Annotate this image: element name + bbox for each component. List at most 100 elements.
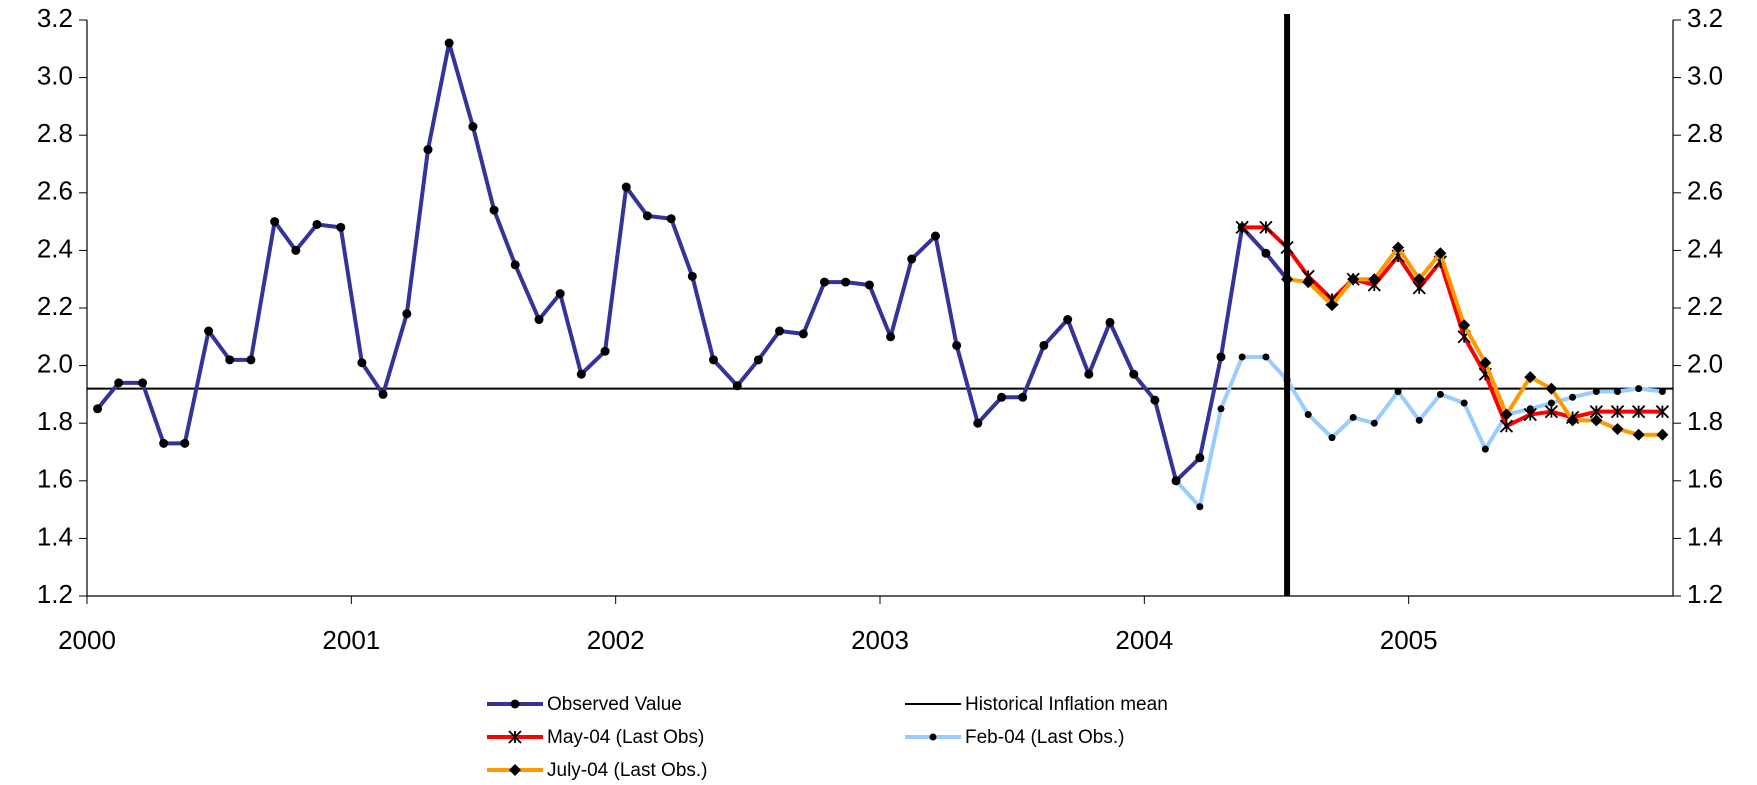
point — [973, 418, 983, 428]
point — [1217, 405, 1225, 413]
point — [819, 277, 829, 287]
point — [312, 219, 322, 229]
y-tick-label: 3.0 — [37, 60, 73, 90]
y-tick-label: 1.2 — [37, 579, 73, 609]
point — [1063, 315, 1073, 325]
point — [1632, 405, 1646, 419]
point — [510, 260, 520, 270]
x-tick-label: 2003 — [851, 625, 909, 655]
legend-label: Observed Value — [547, 694, 682, 715]
point — [1349, 413, 1357, 421]
point — [468, 122, 478, 132]
point — [1415, 416, 1423, 424]
point — [1394, 388, 1402, 396]
point — [775, 326, 785, 336]
point — [1566, 414, 1579, 427]
point — [1392, 241, 1405, 254]
point — [1238, 353, 1246, 361]
point — [864, 280, 874, 290]
y-tick-label: 2.4 — [37, 233, 73, 263]
x-tick-label: 2002 — [587, 625, 645, 655]
point — [997, 392, 1007, 402]
point — [1523, 407, 1537, 422]
point — [642, 211, 652, 221]
point — [93, 404, 103, 414]
point — [1084, 369, 1094, 379]
point — [1500, 408, 1513, 421]
point — [886, 332, 896, 342]
y-tick-label: 1.4 — [37, 521, 73, 551]
legend-label: July-04 (Last Obs.) — [547, 760, 708, 781]
y2-tick-label: 2.4 — [1687, 233, 1723, 263]
point — [1590, 414, 1603, 427]
point — [1524, 371, 1537, 384]
y2-tick-label: 1.6 — [1687, 464, 1723, 494]
legend: Observed Value Historical Inflation mean M… — [487, 694, 1168, 781]
point — [1302, 276, 1315, 289]
series-line — [1174, 354, 1663, 509]
point — [291, 245, 301, 255]
y2-tick-label: 2.8 — [1687, 118, 1723, 148]
point — [159, 438, 169, 448]
point — [952, 340, 962, 350]
point — [1436, 390, 1444, 398]
point — [687, 271, 697, 281]
y-tick-label: 2.8 — [37, 118, 73, 148]
point — [1326, 299, 1339, 312]
y-tick-label: 2.6 — [37, 176, 73, 206]
point — [1105, 317, 1115, 327]
point — [534, 315, 544, 325]
point — [489, 205, 499, 215]
y2-tick-label: 3.0 — [1687, 60, 1723, 90]
y2-tick-label: 1.8 — [1687, 406, 1723, 436]
x-tick-label: 2005 — [1380, 625, 1438, 655]
legend-label: May-04 (Last Obs) — [547, 727, 704, 748]
point — [246, 355, 256, 365]
point — [1613, 388, 1621, 396]
y2-tick-label: 1.4 — [1687, 521, 1723, 551]
point — [357, 358, 367, 368]
point — [1544, 405, 1559, 419]
legend-marker — [510, 699, 520, 709]
x-tick-label: 2000 — [58, 625, 116, 655]
point — [378, 389, 388, 399]
point — [555, 289, 565, 299]
point — [1460, 399, 1468, 407]
x-tick-label: 2001 — [322, 625, 380, 655]
point — [1611, 422, 1624, 435]
series-line — [1286, 245, 1663, 437]
y-tick-label: 2.0 — [37, 348, 73, 378]
y-tick-label: 2.2 — [37, 291, 73, 321]
point — [1656, 428, 1669, 441]
point — [1039, 340, 1049, 350]
point — [1129, 369, 1139, 379]
point — [600, 346, 610, 356]
series-line — [1242, 225, 1663, 429]
point — [621, 182, 631, 192]
y2-tick-label: 3.2 — [1687, 3, 1723, 33]
point — [114, 378, 124, 388]
point — [1171, 476, 1181, 486]
legend-marker — [508, 730, 522, 744]
point — [1368, 273, 1381, 286]
point — [931, 231, 941, 241]
point — [1216, 352, 1226, 362]
point — [576, 369, 586, 379]
point — [1413, 273, 1426, 286]
point — [1259, 220, 1273, 234]
point — [907, 254, 917, 264]
point — [1328, 434, 1336, 442]
point — [1235, 220, 1249, 234]
point — [666, 214, 676, 224]
y2-tick-label: 1.2 — [1687, 579, 1723, 609]
point — [1545, 382, 1558, 395]
point — [1262, 353, 1270, 361]
point — [1635, 385, 1643, 393]
legend-marker — [929, 733, 937, 741]
point — [225, 355, 235, 365]
point — [1655, 405, 1670, 419]
point — [402, 309, 412, 319]
point — [1632, 428, 1645, 441]
y2-tick-label: 2.6 — [1687, 176, 1723, 206]
